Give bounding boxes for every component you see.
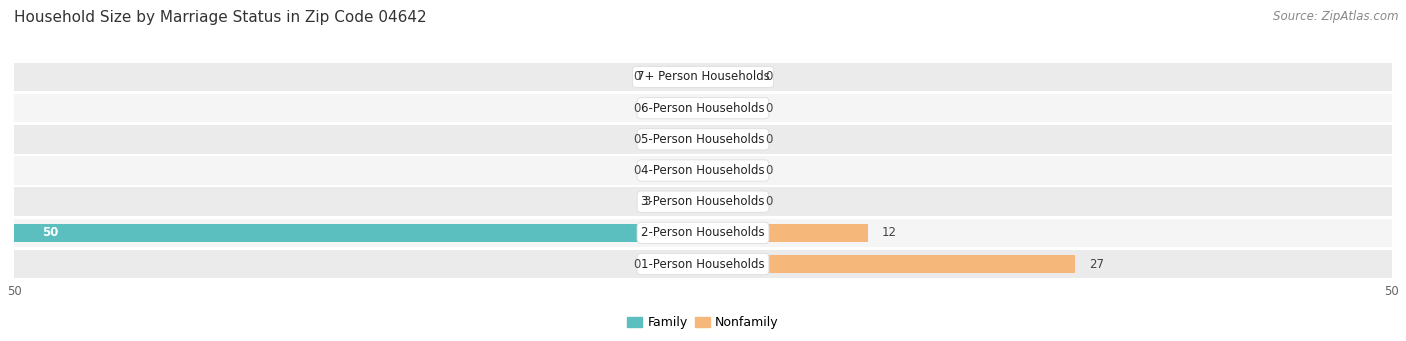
- Bar: [703, 223, 869, 242]
- Text: 12: 12: [882, 226, 897, 239]
- Bar: [703, 161, 758, 180]
- Text: 2-Person Households: 2-Person Households: [641, 226, 765, 239]
- Bar: [648, 192, 703, 211]
- Text: 1-Person Households: 1-Person Households: [641, 257, 765, 270]
- Bar: [14, 156, 1392, 185]
- Text: 0: 0: [634, 71, 641, 84]
- Bar: [703, 192, 758, 211]
- Text: Household Size by Marriage Status in Zip Code 04642: Household Size by Marriage Status in Zip…: [14, 10, 426, 25]
- Bar: [648, 255, 703, 273]
- Bar: [14, 187, 1392, 216]
- Bar: [14, 250, 1392, 278]
- Bar: [648, 130, 703, 149]
- Text: 0: 0: [765, 164, 772, 177]
- Bar: [14, 219, 1392, 247]
- Text: 5-Person Households: 5-Person Households: [641, 133, 765, 146]
- Text: 6-Person Households: 6-Person Households: [641, 102, 765, 115]
- Text: Source: ZipAtlas.com: Source: ZipAtlas.com: [1274, 10, 1399, 23]
- Bar: [703, 99, 758, 118]
- Text: 0: 0: [634, 257, 641, 270]
- Text: 0: 0: [634, 102, 641, 115]
- Text: 3: 3: [644, 195, 651, 208]
- Bar: [14, 223, 703, 242]
- Text: 7+ Person Households: 7+ Person Households: [637, 71, 769, 84]
- Bar: [648, 68, 703, 86]
- Text: 0: 0: [634, 133, 641, 146]
- Text: 27: 27: [1088, 257, 1104, 270]
- Legend: Family, Nonfamily: Family, Nonfamily: [623, 311, 783, 335]
- Bar: [14, 63, 1392, 91]
- Text: 3-Person Households: 3-Person Households: [641, 195, 765, 208]
- Text: 0: 0: [765, 102, 772, 115]
- Bar: [14, 94, 1392, 122]
- Bar: [703, 255, 1076, 273]
- Bar: [648, 99, 703, 118]
- Bar: [14, 125, 1392, 154]
- Text: 50: 50: [42, 226, 58, 239]
- Text: 4-Person Households: 4-Person Households: [641, 164, 765, 177]
- Bar: [703, 130, 758, 149]
- Bar: [703, 68, 758, 86]
- Text: 0: 0: [765, 133, 772, 146]
- Text: 0: 0: [765, 195, 772, 208]
- Text: 0: 0: [765, 71, 772, 84]
- Bar: [648, 161, 703, 180]
- Text: 0: 0: [634, 164, 641, 177]
